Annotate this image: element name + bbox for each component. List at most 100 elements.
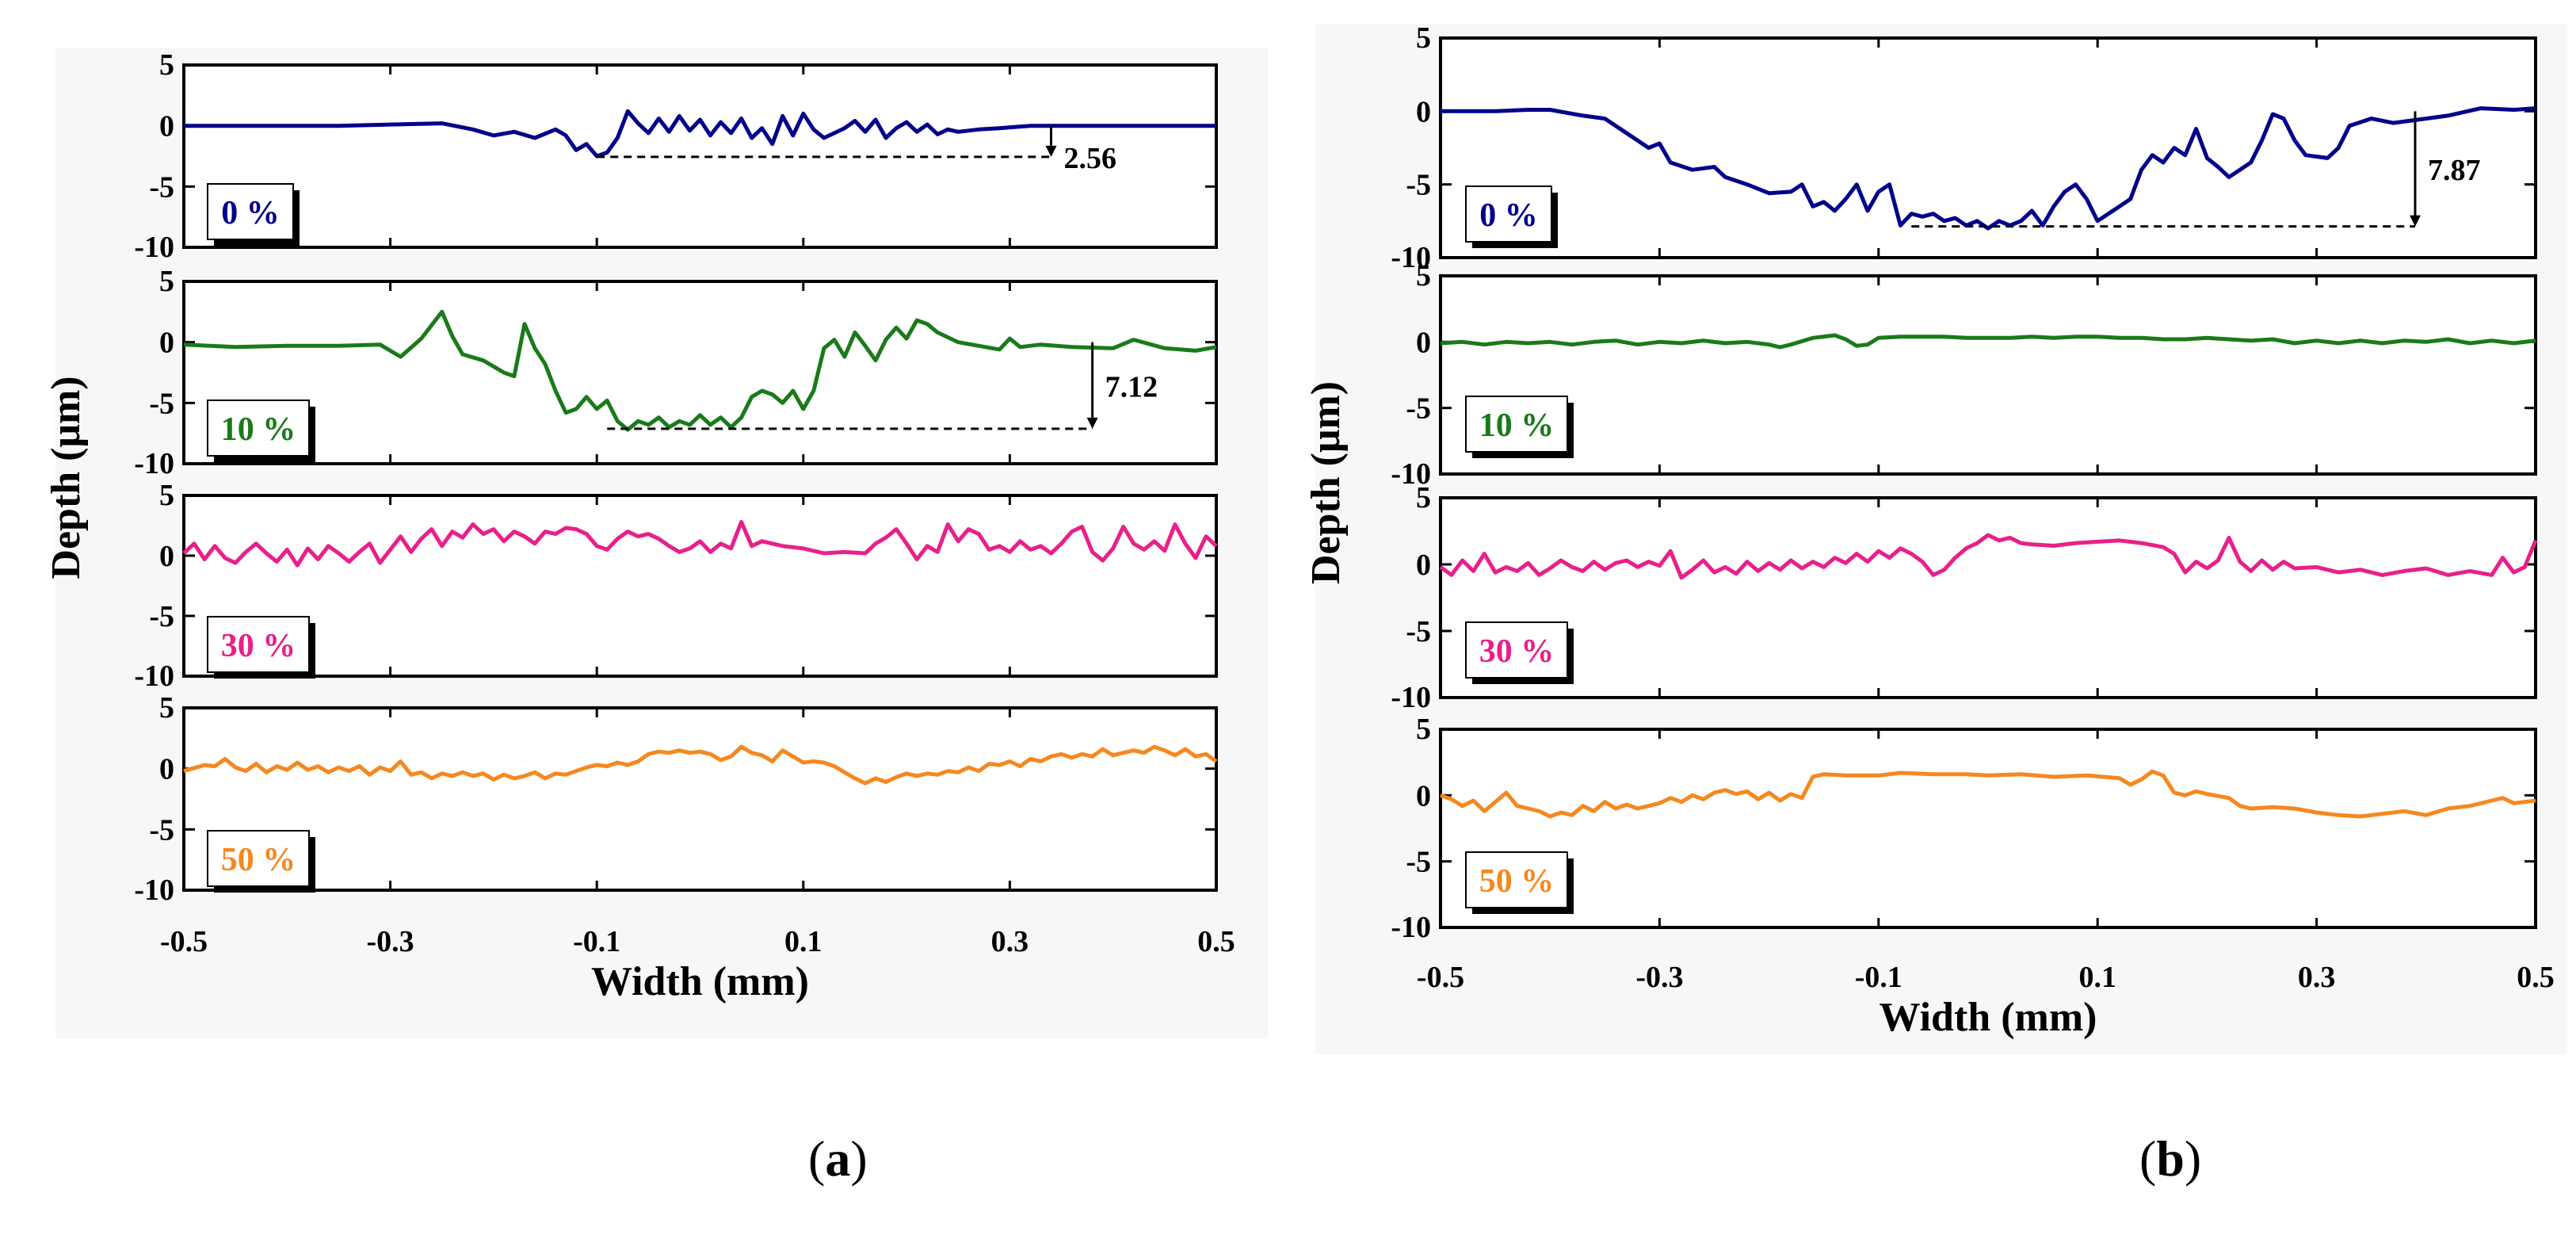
panel-a-3-frame	[182, 706, 1218, 892]
legend-box-b-3	[1465, 851, 1568, 908]
depth-value-b-0: 7.87	[2428, 154, 2481, 187]
panel-a-3-ytick-label: -10	[134, 874, 174, 907]
panel-b-2: 5 0 -5 -10 30 %	[1391, 481, 2538, 714]
xtick-label-b: 0.5	[2517, 961, 2555, 994]
depth-value-a-0: 2.56	[1064, 142, 1117, 175]
panel-b-2-ytick-label: -5	[1406, 615, 1431, 648]
panel-a-3-ytick-label: -5	[149, 813, 174, 847]
panel-b-3-ytick-label: 0	[1416, 779, 1431, 812]
subfigure-label-a: (a)	[808, 1130, 868, 1187]
legend-box-b-1	[1465, 396, 1568, 453]
series-line-a-0	[184, 109, 1216, 159]
legend-label-b-3: 50 %	[1479, 863, 1555, 900]
series-line-b-2	[1439, 533, 2538, 580]
panel-a-1-ytick-label: -10	[134, 447, 174, 480]
panel-b-0: 5 0 -5 -10 0 % 7.87	[1391, 21, 2537, 274]
legend-box-a-0	[207, 183, 294, 240]
legend-box-a-3	[207, 830, 310, 887]
xtick-label-b: -0.5	[1417, 961, 1464, 994]
depth-arrowhead-b-0	[2409, 215, 2421, 227]
figure-a: 5 0 -5 -10 0 % 2.56 5 0 -5 -10 10 % 7.12 5 0 -5 -10 30 %…	[44, 48, 1235, 1004]
panel-a-0-frame	[182, 63, 1218, 249]
legend-label-a-0: 0 %	[221, 195, 280, 231]
panel-b-0-ytick-label: 5	[1416, 21, 1431, 55]
panel-b-1-ytick-label: 5	[1416, 259, 1431, 292]
panel-a-2-ytick-label: -5	[149, 600, 174, 633]
legend-label-a-2: 30 %	[221, 628, 296, 664]
panel-b-0-ytick-label: 0	[1416, 95, 1431, 128]
legend-label-b-1: 10 %	[1479, 407, 1555, 444]
subfigure-label-b-letter: b	[2156, 1130, 2185, 1187]
panel-b-3-ytick-label: -5	[1406, 846, 1431, 879]
panel-b-0-ytick-label: -5	[1406, 169, 1431, 202]
legend-box-a-2	[207, 616, 310, 673]
panel-a-2-ytick-label: 0	[159, 540, 174, 573]
panel-b-2-frame	[1439, 496, 2537, 699]
xtick-label-b: -0.1	[1855, 961, 1902, 994]
panel-a-2-ytick-label: -10	[134, 660, 174, 693]
xtick-label-b: 0.3	[2298, 961, 2336, 994]
panel-b-2-ytick-label: -10	[1391, 681, 1431, 714]
panel-b-1: 5 0 -5 -10 10 %	[1391, 259, 2537, 491]
subfigure-label-b: (b)	[2139, 1130, 2202, 1187]
panel-b-1-ytick-label: -5	[1406, 392, 1431, 426]
figure-b: 5 0 -5 -10 0 % 7.87 5 0 -5 -10 10 % 5 0 -5 -10 30 % 5 0 -5…	[1303, 21, 2555, 1040]
panel-a-0-ytick-label: 5	[159, 48, 174, 82]
panel-b-0-ytick-label: -10	[1391, 241, 1431, 274]
xtick-label-a: 0.5	[1197, 925, 1235, 958]
depth-arrowhead-a-1	[1086, 417, 1098, 429]
panel-b-1-frame	[1439, 274, 2537, 476]
series-line-b-0	[1441, 106, 2536, 231]
panel-a-2-ytick-label: 5	[159, 479, 174, 512]
x-axis-title-b: Width (mm)	[1880, 995, 2097, 1040]
legend-label-b-0: 0 %	[1479, 197, 1538, 234]
series-line-a-3	[183, 744, 1218, 786]
panel-a-1-frame	[182, 280, 1218, 465]
legend-label-b-2: 30 %	[1479, 633, 1555, 670]
legend-box-b-0	[1465, 185, 1552, 243]
xtick-label-a: -0.1	[573, 925, 620, 958]
panel-a-3-ytick-label: 0	[159, 753, 174, 786]
panel-a-0-ytick-label: -5	[149, 170, 174, 204]
panel-a-1-ytick-label: -5	[149, 387, 174, 420]
panel-a-3-ytick-label: 5	[159, 691, 174, 725]
panel-b-2-ytick-label: 5	[1416, 481, 1431, 514]
xtick-label-a: -0.5	[160, 925, 208, 958]
depth-value-a-1: 7.12	[1105, 370, 1158, 403]
panel-a-0-ytick-label: 0	[159, 110, 174, 143]
depth-arrowhead-a-0	[1045, 145, 1057, 157]
series-line-b-1	[1440, 333, 2536, 350]
panel-a-1: 5 0 -5 -10 10 % 7.12	[134, 265, 1218, 480]
panel-a-0: 5 0 -5 -10 0 % 2.56	[134, 48, 1218, 264]
y-axis-title-b: Depth (μm)	[1303, 381, 1349, 584]
series-line-a-1	[183, 309, 1217, 432]
panel-b-1-ytick-label: -10	[1391, 457, 1431, 491]
panel-a-1-ytick-label: 0	[159, 327, 174, 360]
legend-label-a-3: 50 %	[221, 842, 296, 878]
panel-a-2: 5 0 -5 -10 30 %	[134, 479, 1218, 693]
subfigure-label-a-letter: a	[825, 1130, 851, 1187]
series-line-b-3	[1440, 769, 2536, 819]
xtick-label-b: -0.3	[1635, 961, 1683, 994]
xtick-label-a: -0.3	[367, 925, 414, 958]
xtick-label-a: 0.1	[784, 925, 822, 958]
panel-a-1-ytick-label: 5	[159, 265, 174, 298]
panel-a-3: 5 0 -5 -10 50 %	[134, 691, 1218, 907]
panel-a-0-ytick-label: -10	[134, 231, 174, 264]
legend-box-a-1	[207, 400, 310, 457]
y-axis-title-a: Depth (μm)	[44, 376, 89, 579]
series-line-a-2	[182, 519, 1218, 568]
xtick-label-a: 0.3	[991, 925, 1029, 958]
panel-b-3: 5 0 -5 -10 50 %	[1391, 713, 2537, 944]
panel-a-2-frame	[182, 494, 1218, 678]
legend-label-a-1: 10 %	[221, 411, 296, 448]
legend-box-b-2	[1465, 621, 1568, 679]
x-axis-title-a: Width (mm)	[591, 959, 809, 1004]
panel-b-0-frame	[1439, 36, 2537, 259]
panel-b-3-frame	[1439, 728, 2537, 929]
panel-b-1-ytick-label: 0	[1416, 326, 1431, 359]
panel-b-2-ytick-label: 0	[1416, 549, 1431, 582]
panel-b-3-ytick-label: 5	[1416, 713, 1431, 746]
panel-b-3-ytick-label: -10	[1391, 911, 1431, 944]
